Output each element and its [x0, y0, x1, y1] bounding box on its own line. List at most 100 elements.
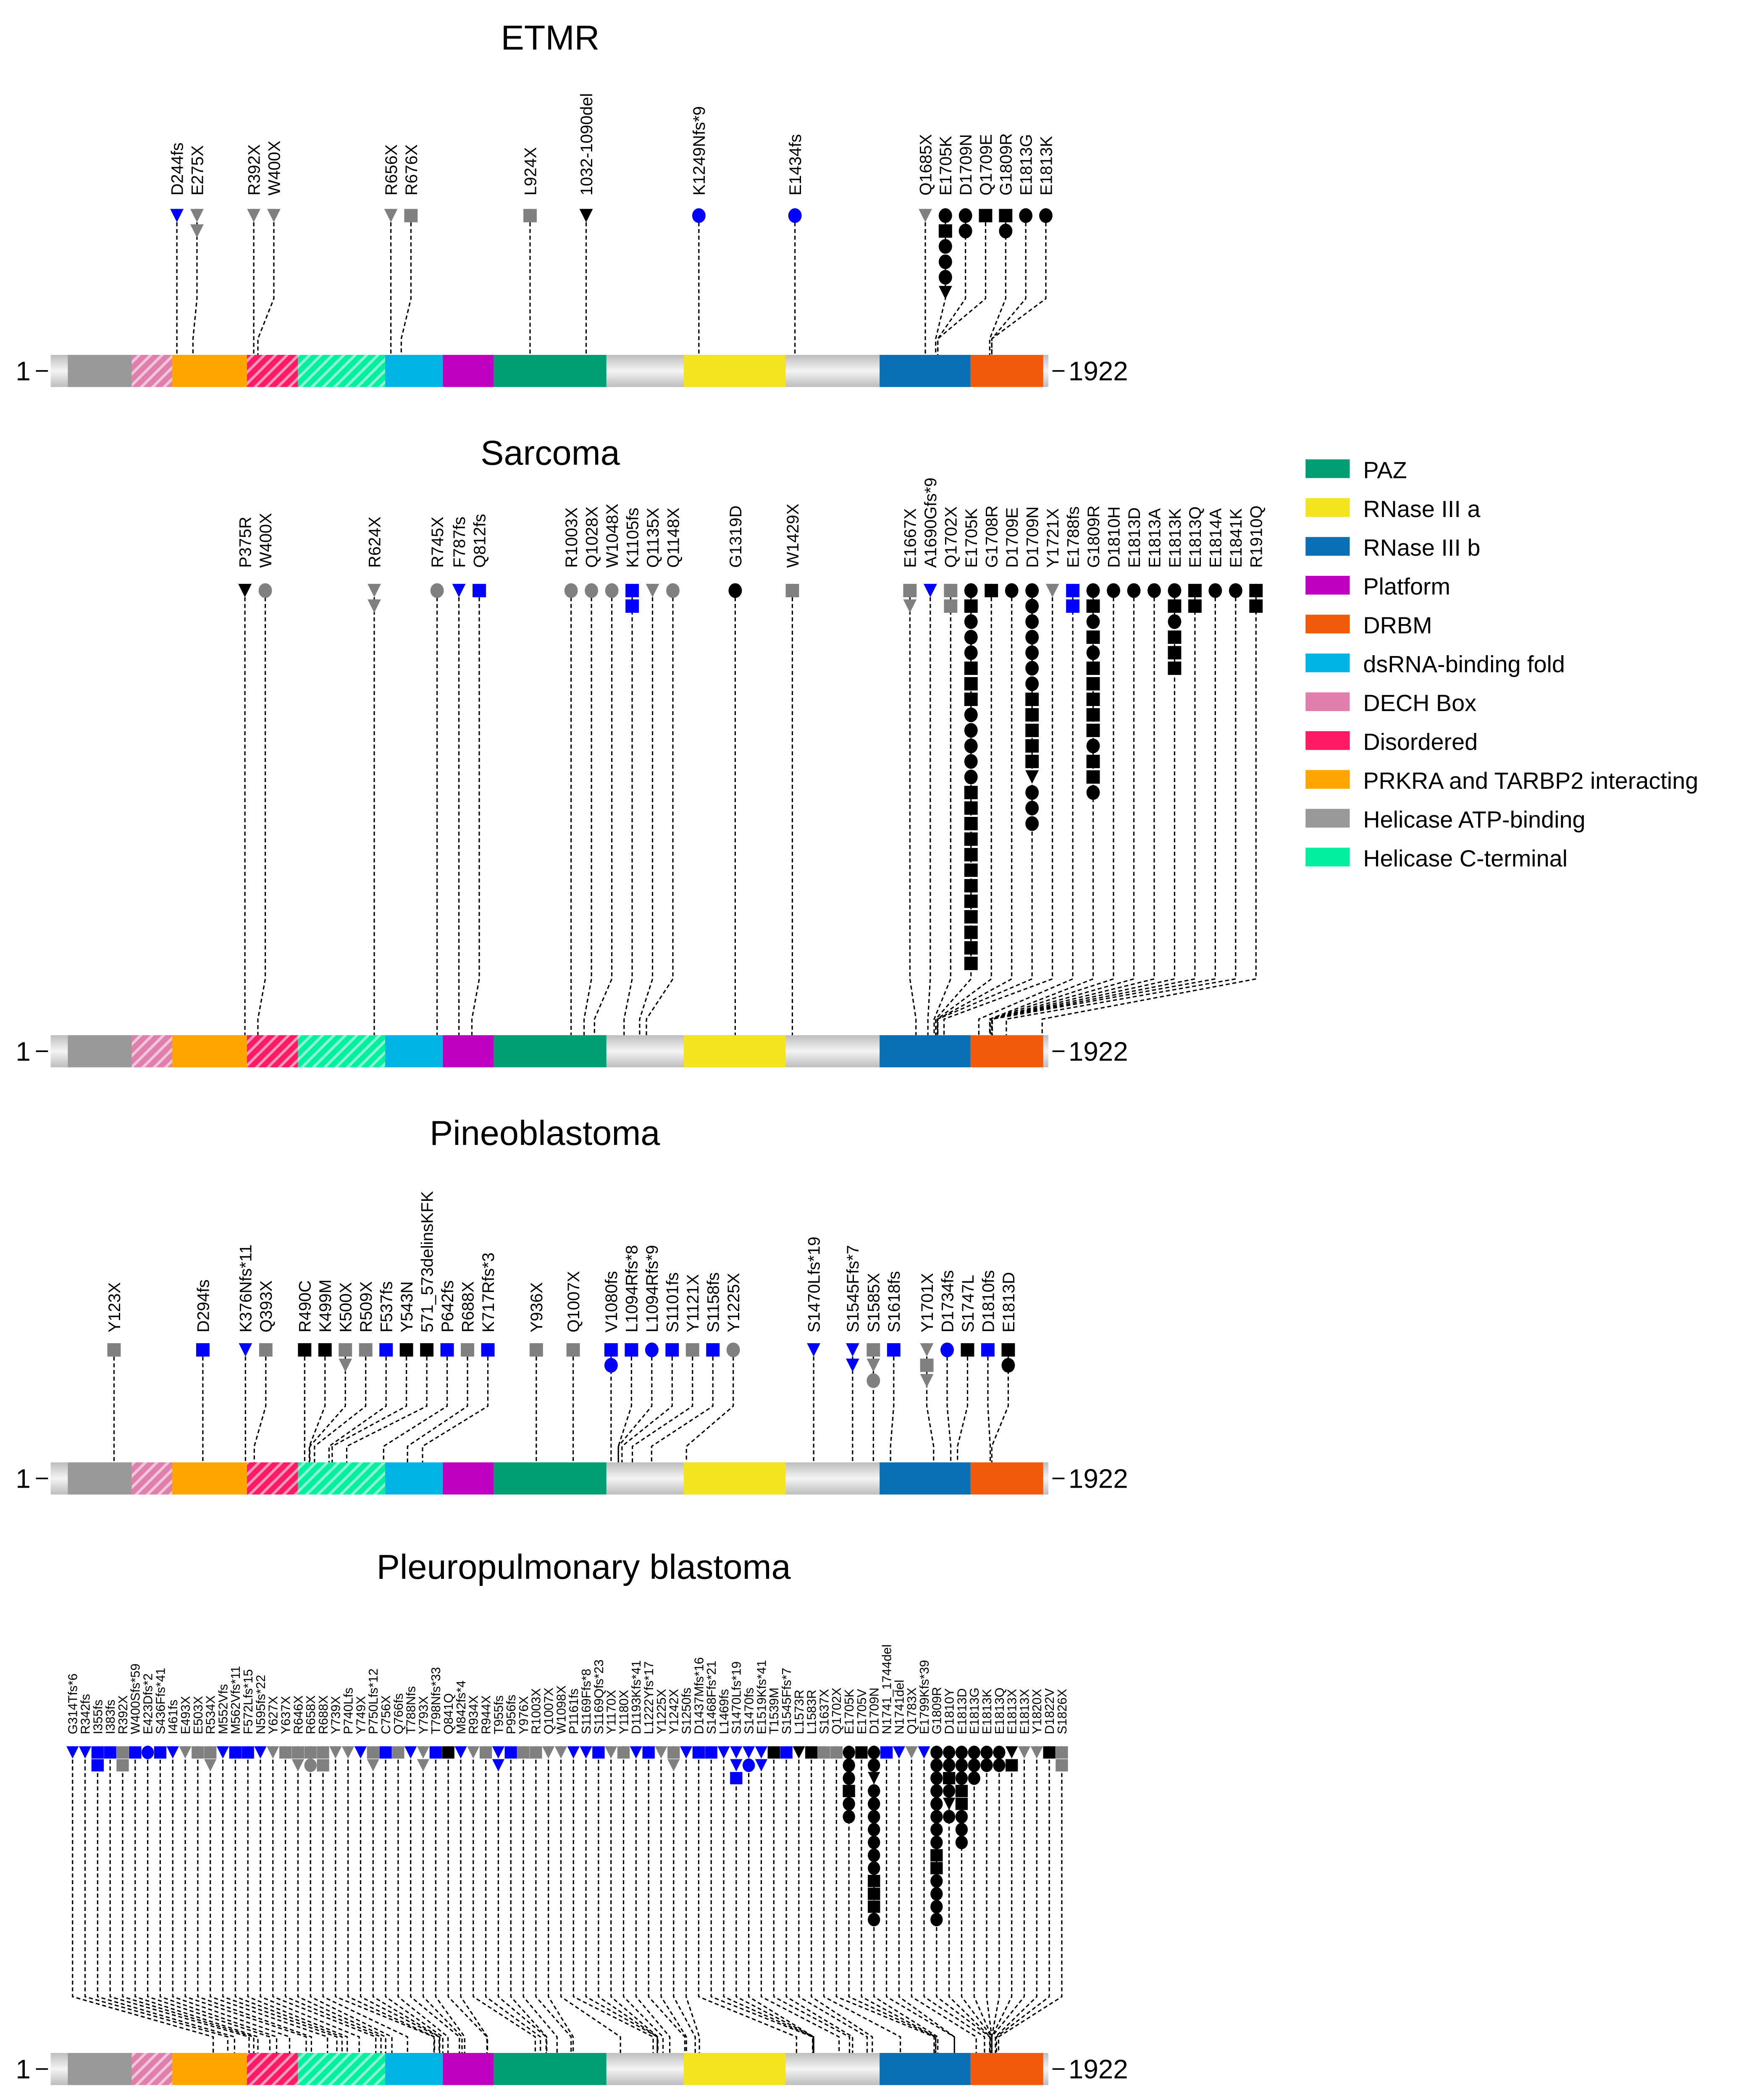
stem-line	[560, 1746, 621, 2053]
triangle-marker	[1045, 584, 1059, 598]
mutation-label: Y936X	[528, 1282, 546, 1333]
mutation-label: Y1721X	[1044, 508, 1062, 568]
stem-line	[622, 1746, 664, 2053]
legend-label: PRKRA and TARBP2 interacting	[1363, 767, 1698, 794]
circle-marker	[843, 1746, 855, 1759]
stem-line	[909, 584, 917, 1035]
square-marker	[298, 1343, 312, 1357]
circle-marker	[604, 1358, 618, 1373]
stem-line	[898, 1746, 955, 2053]
triangle-marker	[1018, 1746, 1031, 1759]
circle-marker	[1025, 645, 1039, 660]
square-marker	[817, 1746, 830, 1759]
mutation-label: N1741_1744del	[880, 1644, 894, 1734]
mutation-label: P750Lfs*12	[367, 1669, 381, 1735]
stem-line	[989, 584, 1114, 1035]
mutation-label: E1813A	[1145, 508, 1164, 568]
axis-end-label: 1922	[1069, 1463, 1128, 1494]
domain-dsrna-binding-fold	[385, 354, 443, 387]
square-marker	[981, 1343, 995, 1357]
circle-marker	[1025, 785, 1039, 800]
triangle-marker	[807, 1343, 821, 1357]
axis-start-label: 1	[16, 1463, 30, 1494]
triangle-marker	[368, 584, 381, 598]
square-marker	[440, 1343, 454, 1357]
stem-line	[523, 1746, 558, 2053]
mutation-label: A1690Gfs*9	[922, 478, 940, 568]
square-marker	[196, 1343, 210, 1357]
square-marker	[930, 1862, 943, 1874]
mutation-label: R646X	[291, 1696, 305, 1735]
circle-marker	[692, 208, 706, 223]
square-marker	[625, 599, 639, 613]
circle-marker	[938, 208, 952, 223]
square-marker	[479, 1746, 492, 1759]
mutation-label: E1434fs	[786, 134, 805, 195]
panel-sarcoma: Sarcoma 1 1922 P375R W400X R624X R745X F787fs Q8…	[16, 433, 1266, 1068]
stem-line	[937, 584, 1033, 1035]
mutation-label: Y123X	[105, 1282, 124, 1333]
circle-marker	[1086, 738, 1100, 753]
circle-marker	[930, 1835, 943, 1849]
triangle-marker	[567, 1746, 580, 1759]
stem-line	[673, 1746, 696, 2053]
mutation-label: 571_573delinsKFK	[418, 1191, 436, 1332]
stem-line	[748, 1746, 814, 2053]
stem-line	[937, 209, 966, 355]
stem-line	[1006, 584, 1237, 1035]
triangle-marker	[204, 1759, 217, 1772]
circle-marker	[868, 1746, 880, 1759]
stem-line	[422, 1746, 463, 2053]
circle-marker	[930, 1887, 943, 1901]
square-marker	[964, 956, 978, 970]
triangle-marker	[938, 286, 952, 299]
square-marker	[1025, 739, 1039, 753]
stem-line	[407, 1343, 468, 1462]
circle-marker	[964, 754, 978, 769]
domain-helicase-atp-binding	[68, 1035, 132, 1068]
mutation-label: S1169Qfs*23	[592, 1659, 606, 1734]
circle-marker	[1025, 630, 1039, 645]
triangle-marker	[267, 1746, 279, 1759]
triangle-marker	[254, 1746, 267, 1759]
circle-marker	[1039, 208, 1053, 223]
circle-marker	[930, 1810, 943, 1824]
circle-marker	[964, 645, 978, 660]
stem-line	[257, 584, 266, 1035]
legend-swatch	[1305, 576, 1350, 595]
circle-marker	[868, 1913, 880, 1927]
mutation-label: Y1225X	[725, 1273, 743, 1333]
circle-marker	[1086, 785, 1100, 800]
domain-helicase-c-terminal	[298, 1462, 385, 1495]
mutation-label: E1813D	[1000, 1272, 1018, 1333]
square-marker	[1168, 630, 1182, 644]
circle-marker	[1025, 816, 1039, 831]
stem-line	[197, 1746, 312, 2053]
mutation-label: K500X	[337, 1282, 355, 1333]
stem-line	[989, 209, 1006, 355]
mutation-label: S1618fs	[885, 1271, 903, 1332]
mutation-label: R342fs	[79, 1694, 92, 1734]
triangle-marker	[868, 1772, 880, 1785]
square-marker	[1168, 599, 1182, 613]
domain-dech-box	[131, 354, 172, 387]
circle-marker	[958, 208, 972, 223]
stem-line	[97, 1746, 235, 2053]
triangle-marker	[1025, 770, 1039, 784]
triangle-marker	[329, 1746, 342, 1759]
square-marker	[154, 1746, 167, 1759]
panel-etmr: ETMR 1 1922 D244fs E275X R392X W400X R656X R676X…	[16, 18, 1128, 387]
domain-prkra-and-tarbp2-interacting	[172, 1462, 247, 1495]
mutation-label: L1094Rfs*8	[623, 1245, 641, 1332]
square-marker	[625, 1343, 638, 1357]
mutation-label: I461fs	[166, 1700, 180, 1735]
stem-line	[646, 584, 674, 1035]
mutation-label: R688X	[459, 1281, 477, 1333]
triangle-marker	[238, 584, 252, 598]
square-marker	[785, 584, 799, 598]
mutation-label: P375R	[236, 517, 255, 568]
circle-marker	[955, 1835, 968, 1849]
mutation-label: T788Nfs	[404, 1686, 418, 1734]
circle-marker	[930, 1797, 943, 1811]
square-marker	[1249, 584, 1263, 598]
